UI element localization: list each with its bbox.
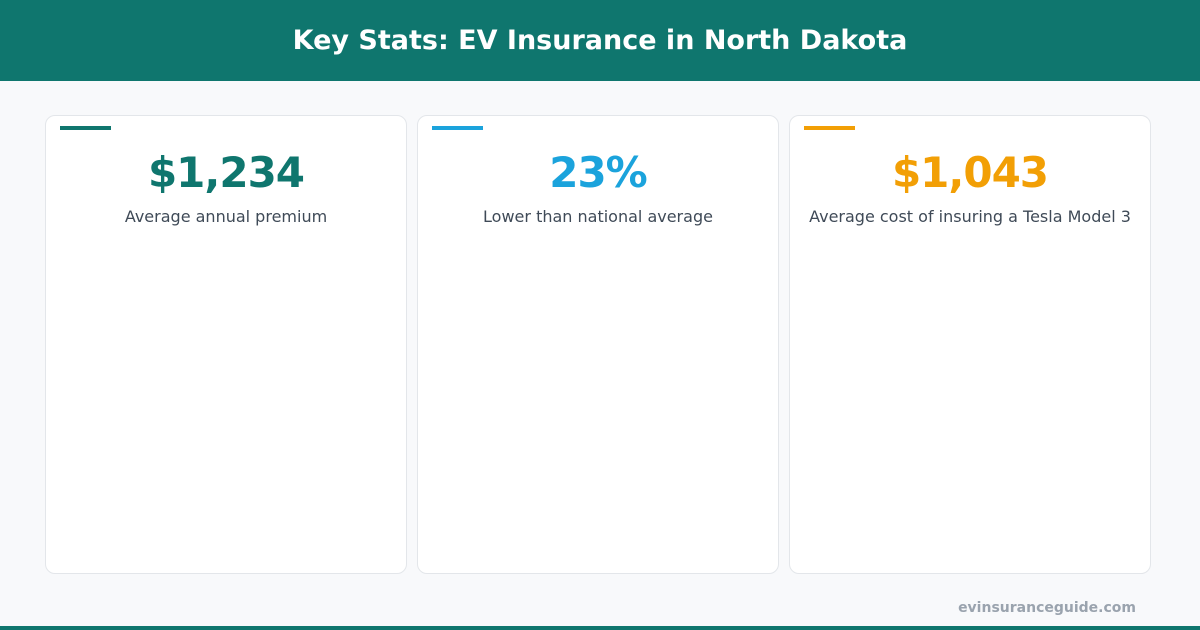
stat-value: $1,043	[891, 148, 1049, 197]
accent-bar	[60, 126, 111, 130]
stat-label: Average annual premium	[124, 207, 328, 226]
bottom-bar	[0, 626, 1200, 630]
stat-label: Lower than national average	[483, 207, 713, 226]
stat-card: $1,043 Average cost of insuring a Tesla M…	[789, 115, 1151, 574]
stat-card: 23% Lower than national average	[417, 115, 779, 574]
stat-label: Average cost of insuring a Tesla Model 3	[809, 207, 1131, 226]
accent-bar	[804, 126, 855, 130]
cards: $1,234 Average annual premium 23% Lower tha…	[45, 115, 1151, 574]
stat-card: $1,234 Average annual premium	[45, 115, 407, 574]
stat-value: 23%	[549, 148, 648, 197]
title: Key Stats: EV Insurance in North Dakota	[292, 25, 908, 56]
stat-value: $1,234	[147, 148, 305, 197]
header: Key Stats: EV Insurance in North Dakota	[0, 0, 1200, 81]
site-url: evinsuranceguide.com	[958, 600, 1136, 616]
accent-bar	[432, 126, 483, 130]
